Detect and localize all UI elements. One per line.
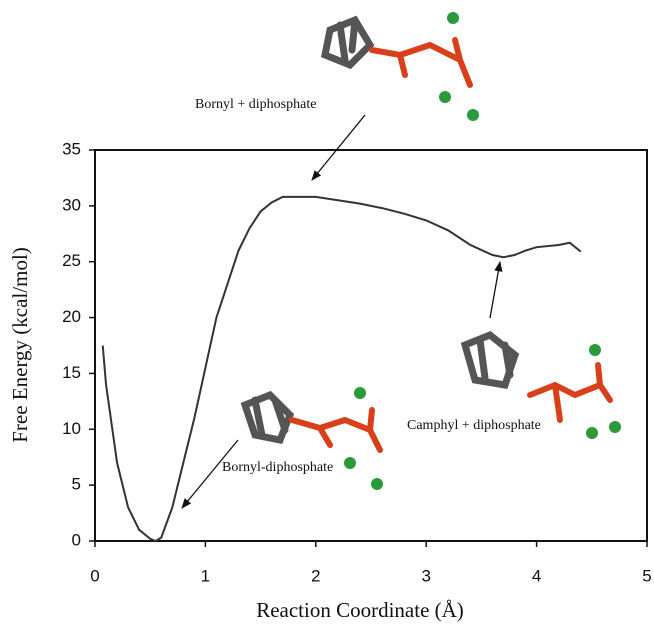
annotation: Camphyl + diphosphate — [407, 418, 541, 433]
x-tick-label: 4 — [532, 566, 541, 585]
chart: Reaction Coordinate (Å) Free Energy (kca… — [0, 0, 654, 631]
x-tick-label: 2 — [311, 566, 320, 585]
x-tick-label: 1 — [201, 566, 210, 585]
annotation: Bornyl + diphosphate — [195, 97, 316, 112]
annotation-arrow — [490, 262, 500, 318]
x-tick-label: 3 — [421, 566, 430, 585]
molecule-top — [325, 12, 479, 121]
y-tick-label: 30 — [62, 195, 81, 214]
x-tick-label: 5 — [642, 566, 651, 585]
annotation: Bornyl-diphosphate — [222, 460, 333, 475]
y-tick-label: 0 — [72, 530, 81, 549]
x-tick-label: 0 — [90, 566, 99, 585]
x-axis-label: Reaction Coordinate (Å) — [256, 598, 464, 622]
y-tick-label: 20 — [62, 307, 81, 326]
y-axis-label: Free Energy (kcal/mol) — [8, 247, 32, 443]
y-tick-label: 15 — [62, 363, 81, 382]
y-tick-label: 35 — [62, 139, 81, 158]
y-tick-label: 25 — [62, 251, 81, 270]
annotation-arrow — [312, 115, 365, 180]
y-tick-label: 10 — [62, 419, 81, 438]
y-tick-label: 5 — [72, 475, 81, 494]
